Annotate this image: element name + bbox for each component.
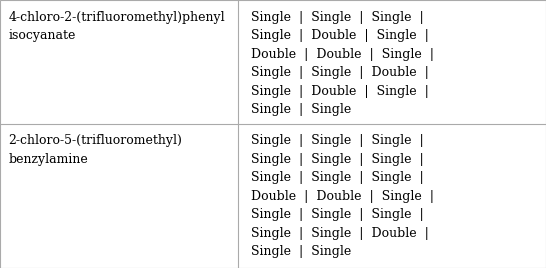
Text: Single  |  Single  |  Single  |
Single  |  Single  |  Single  |
Single  |  Singl: Single | Single | Single | Single | Sing… (251, 135, 434, 258)
Text: 2-chloro-5-(trifluoromethyl)
benzylamine: 2-chloro-5-(trifluoromethyl) benzylamine (8, 135, 182, 166)
Text: 4-chloro-2-(trifluoromethyl)phenyl
isocyanate: 4-chloro-2-(trifluoromethyl)phenyl isocy… (8, 11, 225, 42)
Text: Single  |  Single  |  Single  |
Single  |  Double  |  Single  |
Double  |  Doubl: Single | Single | Single | Single | Doub… (251, 11, 434, 116)
